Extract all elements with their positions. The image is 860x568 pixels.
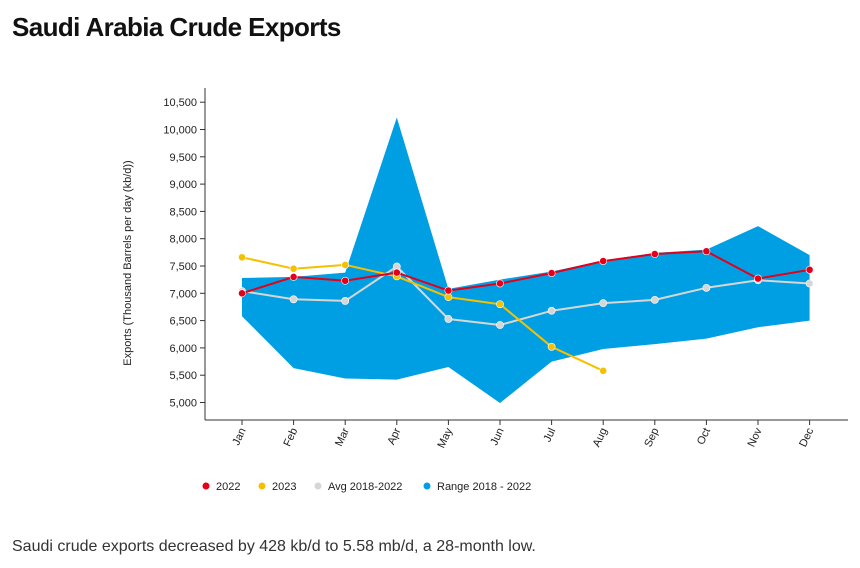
x-tick-label: Feb <box>281 426 300 448</box>
x-tick-label: Sep <box>642 426 661 449</box>
data-point-2022 <box>444 286 453 295</box>
y-tick-label: 8,000 <box>169 234 197 246</box>
y-tick-label: 10,500 <box>163 97 197 109</box>
x-tick-label: Jul <box>542 426 559 444</box>
legend-label: 2023 <box>272 481 296 493</box>
data-point-2022 <box>754 274 762 283</box>
x-tick-label: Aug <box>591 426 610 449</box>
y-tick-label: 6,000 <box>169 343 197 355</box>
x-tick-label: Apr <box>385 426 403 447</box>
x-tick-label: Jan <box>230 426 248 447</box>
data-point-2022 <box>496 279 504 288</box>
data-point-2023 <box>444 293 453 302</box>
data-point-2023 <box>547 342 556 351</box>
data-point-2022 <box>702 247 711 256</box>
legend-label: Avg 2018-2022 <box>328 481 402 493</box>
data-point-2022 <box>341 276 350 285</box>
legend-label: 2022 <box>216 481 240 493</box>
range-band-layer <box>242 117 810 403</box>
legend-item-2022[interactable]: 2022 <box>202 481 241 493</box>
data-point-2023 <box>341 261 350 269</box>
series-line-2023 <box>241 256 604 372</box>
data-point-avg-2018-2022 <box>341 297 350 305</box>
series-line-2022 <box>241 250 810 295</box>
y-tick-label: 7,000 <box>169 288 197 300</box>
data-point-avg-2018-2022 <box>805 279 814 288</box>
x-tick-label: May <box>435 426 455 450</box>
legend-item-avg-2018-2022[interactable]: Avg 2018-2022 <box>314 481 403 493</box>
data-point-2022 <box>599 257 608 265</box>
data-point-avg-2018-2022 <box>444 315 453 323</box>
data-point-avg-2018-2022 <box>496 321 504 329</box>
legend-marker <box>314 482 322 490</box>
y-tick-label: 5,000 <box>169 398 197 410</box>
y-tick-label: 9,500 <box>169 152 197 164</box>
data-point-avg-2018-2022 <box>650 295 659 304</box>
y-axis-title: Exports (Thousand Barrels per day (kb/d)… <box>122 160 134 365</box>
range-band <box>242 117 810 403</box>
legend-marker <box>258 482 266 490</box>
y-tick-label: 9,000 <box>169 179 197 191</box>
x-tick-label: Jun <box>488 426 506 447</box>
data-point-2022 <box>392 268 401 277</box>
legend-item-2023[interactable]: 2023 <box>258 481 297 493</box>
data-point-2022 <box>289 273 298 281</box>
data-point-2023 <box>496 300 504 309</box>
data-point-2022 <box>650 250 659 258</box>
series-layer <box>238 247 814 375</box>
data-point-2023 <box>289 264 298 273</box>
x-tick-label: Mar <box>333 426 352 449</box>
series-line-avg-2018-2022 <box>241 265 810 326</box>
legend-item-range-2018-2022[interactable]: Range 2018 - 2022 <box>423 481 532 493</box>
data-point-2022 <box>238 289 246 298</box>
data-point-2022 <box>547 269 556 277</box>
y-tick-label: 7,500 <box>169 261 197 273</box>
data-point-avg-2018-2022 <box>547 306 556 315</box>
page-title: Saudi Arabia Crude Exports <box>12 12 341 42</box>
y-tick-label: 10,000 <box>163 125 197 137</box>
chart-canvas: 5,000 5,500 6,000 6,500 7,000 7,500 8,000 8,500… <box>122 88 848 493</box>
data-point-avg-2018-2022 <box>702 283 711 292</box>
data-point-2022 <box>805 265 814 274</box>
legend-marker <box>423 482 431 490</box>
data-point-avg-2018-2022 <box>599 299 608 308</box>
y-tick-label: 5,500 <box>169 370 197 382</box>
x-tick-label: Oct <box>695 426 713 447</box>
y-tick-label: 8,500 <box>169 206 197 218</box>
data-point-avg-2018-2022 <box>289 295 298 304</box>
y-tick-label: 6,500 <box>169 316 197 328</box>
legend-marker <box>202 482 210 490</box>
x-tick-label: Dec <box>797 426 816 449</box>
x-tick-label: Nov <box>746 426 765 449</box>
chart-caption: Saudi crude exports decreased by 428 kb/… <box>12 538 536 555</box>
legend-label: Range 2018 - 2022 <box>437 481 531 493</box>
data-point-2023 <box>599 366 608 375</box>
legend: 2022 2023 Avg 2018-2022 Range 2018 - 2022 <box>202 481 532 493</box>
data-point-2023 <box>238 253 246 262</box>
